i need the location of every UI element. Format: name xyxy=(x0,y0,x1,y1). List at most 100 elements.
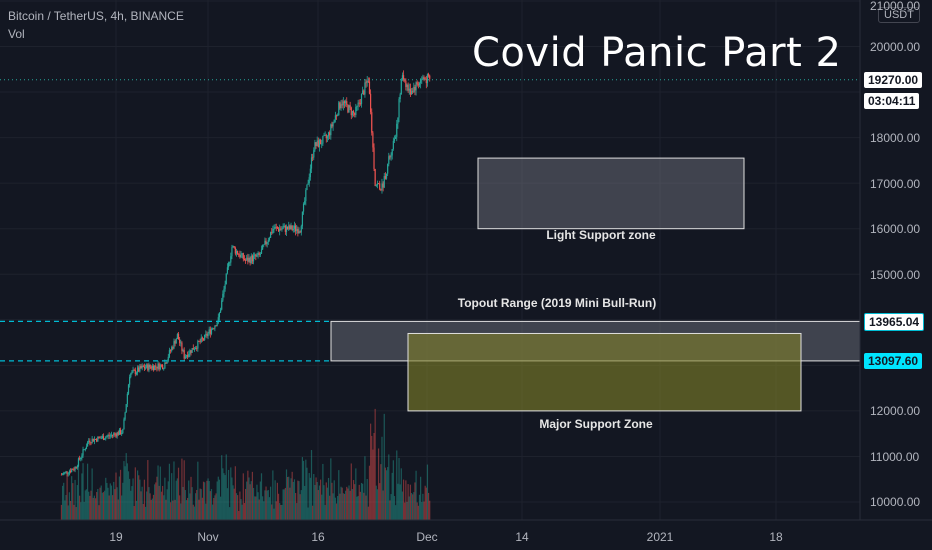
candle-body xyxy=(347,104,349,113)
candle-body xyxy=(79,458,81,460)
volume-bar xyxy=(166,489,168,520)
candle-body xyxy=(190,350,192,353)
candle-body xyxy=(425,78,427,84)
candle-body xyxy=(105,437,107,439)
volume-bar xyxy=(293,479,296,520)
x-tick: 14 xyxy=(515,530,529,544)
candle-body xyxy=(75,467,77,469)
volume-bar xyxy=(277,493,280,520)
volume-bar xyxy=(229,507,231,520)
volume-bar xyxy=(144,506,147,520)
candle-body xyxy=(146,364,148,368)
volume-bar xyxy=(407,484,409,520)
volume-bar xyxy=(398,457,400,520)
volume-bar xyxy=(196,489,198,520)
volume-bar xyxy=(185,500,188,520)
volume-bar xyxy=(61,485,64,520)
candle-body xyxy=(374,168,376,186)
candle-body xyxy=(246,257,248,261)
candle-body xyxy=(399,94,401,100)
candle-body xyxy=(94,439,97,440)
volume-bar xyxy=(251,471,253,520)
candle-body xyxy=(64,472,66,474)
candle-body xyxy=(165,362,167,364)
candle-body xyxy=(357,102,359,106)
candle-body xyxy=(139,366,141,372)
candle-body xyxy=(287,226,289,230)
volume-bar xyxy=(116,487,118,520)
volume-bar xyxy=(232,485,234,520)
candle-body xyxy=(329,132,331,136)
volume-bar xyxy=(370,423,372,520)
volume-bar xyxy=(79,495,81,520)
candle-body xyxy=(163,368,165,370)
volume-indicator-label[interactable]: Vol xyxy=(8,27,25,41)
volume-bar xyxy=(417,505,419,520)
volume-bar xyxy=(359,491,361,520)
volume-bar xyxy=(122,482,124,520)
candle-body xyxy=(149,364,151,368)
candle-body xyxy=(364,82,366,95)
candle-body xyxy=(218,312,221,318)
volume-bar xyxy=(208,481,210,520)
volume-bar xyxy=(318,485,321,520)
candle-body xyxy=(267,240,269,242)
candle-body xyxy=(235,251,238,254)
candle-body xyxy=(426,74,429,84)
volume-bar xyxy=(395,505,397,520)
candle-body xyxy=(124,412,126,420)
volume-bar xyxy=(356,496,358,520)
volume-bar xyxy=(420,476,422,520)
y-tick: 16000.00 xyxy=(870,222,921,236)
candle-body xyxy=(398,99,400,118)
candle-body xyxy=(415,82,417,91)
volume-bar xyxy=(100,485,102,520)
volume-bar xyxy=(93,495,96,520)
volume-bar xyxy=(316,482,318,520)
candle-body xyxy=(168,350,171,357)
volume-bar xyxy=(158,485,160,520)
volume-bar xyxy=(405,480,407,520)
candle-body xyxy=(247,257,249,262)
candle-body xyxy=(76,465,78,468)
candle-body xyxy=(237,251,239,255)
volume-bar xyxy=(156,476,158,520)
candle-body xyxy=(169,350,172,351)
volume-bar xyxy=(75,507,77,520)
volume-bar xyxy=(298,481,300,520)
candle-body xyxy=(119,429,122,435)
volume-bar xyxy=(68,492,70,520)
candle-body xyxy=(421,79,423,81)
volume-bar xyxy=(76,485,78,520)
y-tick: 18000.00 xyxy=(870,131,921,145)
candle-body xyxy=(123,419,125,430)
currency-unit-button[interactable]: USDT xyxy=(878,7,920,23)
candle-body xyxy=(312,157,314,159)
volume-bar xyxy=(65,494,67,520)
candle-body xyxy=(205,334,207,335)
volume-bar xyxy=(263,501,265,520)
volume-bar xyxy=(389,500,391,520)
candle-body xyxy=(382,183,384,188)
candle-body xyxy=(359,103,361,104)
candle-body xyxy=(160,364,163,366)
candle-body xyxy=(77,458,80,466)
volume-bar xyxy=(155,482,157,520)
volume-bar xyxy=(194,493,197,520)
candle-body xyxy=(234,247,236,254)
candle-body xyxy=(308,177,310,184)
volume-bar xyxy=(402,479,405,520)
candle-body xyxy=(93,439,96,442)
candle-body xyxy=(126,393,128,405)
volume-bar xyxy=(426,464,429,520)
candle-body xyxy=(262,245,264,250)
candle-body xyxy=(83,449,85,451)
y-tick: 11000.00 xyxy=(870,450,920,464)
volume-bar xyxy=(181,458,183,520)
volume-bar xyxy=(346,486,348,520)
candle-body xyxy=(174,341,176,344)
candle-body xyxy=(260,249,263,254)
candle-body xyxy=(410,91,413,95)
candle-body xyxy=(90,442,92,444)
